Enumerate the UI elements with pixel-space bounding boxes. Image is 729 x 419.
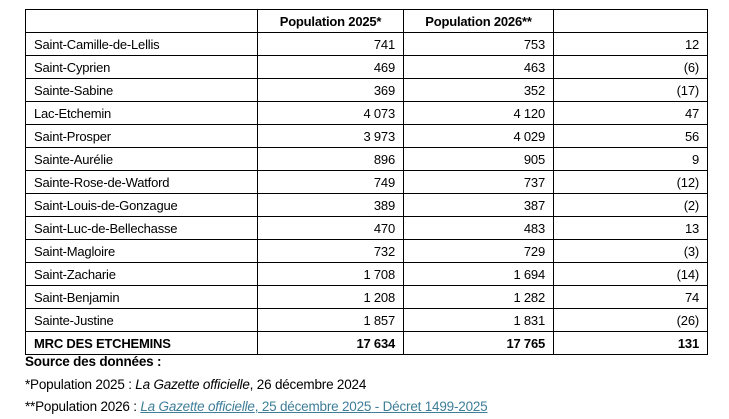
municipality-cell: Saint-Camille-de-Lellis — [25, 32, 258, 56]
note-population-2026: **Population 2026 : La Gazette officiell… — [25, 396, 488, 419]
municipality-cell: Saint-Luc-de-Bellechasse — [25, 216, 258, 240]
table-row: Sainte-Aurélie 896 905 9 — [25, 147, 708, 171]
pop2026-cell: 1 831 — [403, 308, 554, 332]
municipality-cell: Sainte-Rose-de-Watford — [25, 170, 258, 194]
municipality-cell: Sainte-Sabine — [25, 78, 258, 102]
difference-cell: 13 — [553, 216, 708, 240]
municipality-cell: Saint-Cyprien — [25, 55, 258, 79]
col-header-difference — [553, 9, 708, 33]
pop2025-cell: 741 — [257, 32, 404, 56]
table-row: Saint-Prosper 3 973 4 029 56 — [25, 124, 708, 148]
pop2026-cell: 483 — [403, 216, 554, 240]
gazette-officielle-link[interactable]: La Gazette officielle, 25 décembre 2025 … — [140, 399, 487, 414]
pop2025-cell: 896 — [257, 147, 404, 171]
difference-cell: (3) — [553, 239, 708, 263]
table-row: Saint-Camille-de-Lellis 741 753 12 — [25, 32, 708, 56]
pop2026-cell: 4 029 — [403, 124, 554, 148]
municipality-cell: Saint-Benjamin — [25, 285, 258, 309]
pop2025-cell: 389 — [257, 193, 404, 217]
table-row: Saint-Louis-de-Gonzague 389 387 (2) — [25, 193, 708, 217]
municipality-cell: MRC DES ETCHEMINS — [25, 331, 258, 355]
pop2026-cell: 1 282 — [403, 285, 554, 309]
table-row: Lac-Etchemin 4 073 4 120 47 — [25, 101, 708, 125]
note-2025-gazette-title: La Gazette officielle — [135, 376, 250, 392]
pop2025-cell: 1 708 — [257, 262, 404, 286]
population-table: Population 2025* Population 2026** Saint… — [25, 9, 708, 355]
pop2025-cell: 732 — [257, 239, 404, 263]
header-row: Population 2025* Population 2026** — [25, 9, 708, 33]
municipality-cell: Sainte-Aurélie — [25, 147, 258, 171]
pop2026-cell: 905 — [403, 147, 554, 171]
pop2026-cell: 1 694 — [403, 262, 554, 286]
difference-cell: (2) — [553, 193, 708, 217]
pop2026-cell: 4 120 — [403, 101, 554, 125]
pop2025-cell: 469 — [257, 55, 404, 79]
difference-cell: 47 — [553, 101, 708, 125]
table-row: Saint-Benjamin 1 208 1 282 74 — [25, 285, 708, 309]
pop2025-cell: 369 — [257, 78, 404, 102]
pop2026-cell: 753 — [403, 32, 554, 56]
note-2025-suffix: , 26 décembre 2024 — [249, 376, 367, 392]
difference-cell: 9 — [553, 147, 708, 171]
difference-cell: 56 — [553, 124, 708, 148]
col-header-pop2025: Population 2025* — [257, 9, 404, 33]
difference-cell: (6) — [553, 55, 708, 79]
difference-cell: (14) — [553, 262, 708, 286]
note-2026-gazette-title: La Gazette officielle — [140, 399, 255, 414]
pop2026-cell: 387 — [403, 193, 554, 217]
note-2025-prefix: *Population 2025 : — [25, 376, 136, 392]
difference-cell: 74 — [553, 285, 708, 309]
municipality-cell: Saint-Louis-de-Gonzague — [25, 193, 258, 217]
municipality-cell: Saint-Zacharie — [25, 262, 258, 286]
table-row: Saint-Cyprien 469 463 (6) — [25, 55, 708, 79]
difference-cell: 131 — [553, 331, 708, 355]
table-row: Sainte-Rose-de-Watford 749 737 (12) — [25, 170, 708, 194]
table-row: Saint-Zacharie 1 708 1 694 (14) — [25, 262, 708, 286]
table-row: Saint-Luc-de-Bellechasse 470 483 13 — [25, 216, 708, 240]
pop2026-cell: 729 — [403, 239, 554, 263]
note-population-2025: *Population 2025 : La Gazette officielle… — [25, 374, 488, 397]
pop2025-cell: 470 — [257, 216, 404, 240]
note-2026-link-rest: , 25 décembre 2025 - Décret 1499-2025 — [254, 399, 488, 414]
table-row: Sainte-Justine 1 857 1 831 (26) — [25, 308, 708, 332]
pop2025-cell: 3 973 — [257, 124, 404, 148]
difference-cell: (12) — [553, 170, 708, 194]
difference-cell: (17) — [553, 78, 708, 102]
difference-cell: 12 — [553, 32, 708, 56]
pop2025-cell: 749 — [257, 170, 404, 194]
pop2026-cell: 737 — [403, 170, 554, 194]
difference-cell: (26) — [553, 308, 708, 332]
table-row: Sainte-Sabine 369 352 (17) — [25, 78, 708, 102]
col-header-municipality — [25, 9, 258, 33]
pop2025-cell: 17 634 — [257, 331, 404, 355]
pop2025-cell: 4 073 — [257, 101, 404, 125]
pop2025-cell: 1 857 — [257, 308, 404, 332]
pop2025-cell: 1 208 — [257, 285, 404, 309]
municipality-cell: Lac-Etchemin — [25, 101, 258, 125]
municipality-cell: Saint-Prosper — [25, 124, 258, 148]
source-label: Source des données : — [25, 354, 162, 369]
note-2026-prefix: **Population 2026 : — [25, 399, 141, 414]
pop2026-cell: 463 — [403, 55, 554, 79]
municipality-cell: Saint-Magloire — [25, 239, 258, 263]
table-row: Saint-Magloire 732 729 (3) — [25, 239, 708, 263]
col-header-pop2026: Population 2026** — [403, 9, 554, 33]
source-notes: Source des données : *Population 2025 : … — [25, 351, 488, 419]
total-row: MRC DES ETCHEMINS 17 634 17 765 131 — [25, 331, 708, 355]
pop2026-cell: 352 — [403, 78, 554, 102]
municipality-cell: Sainte-Justine — [25, 308, 258, 332]
